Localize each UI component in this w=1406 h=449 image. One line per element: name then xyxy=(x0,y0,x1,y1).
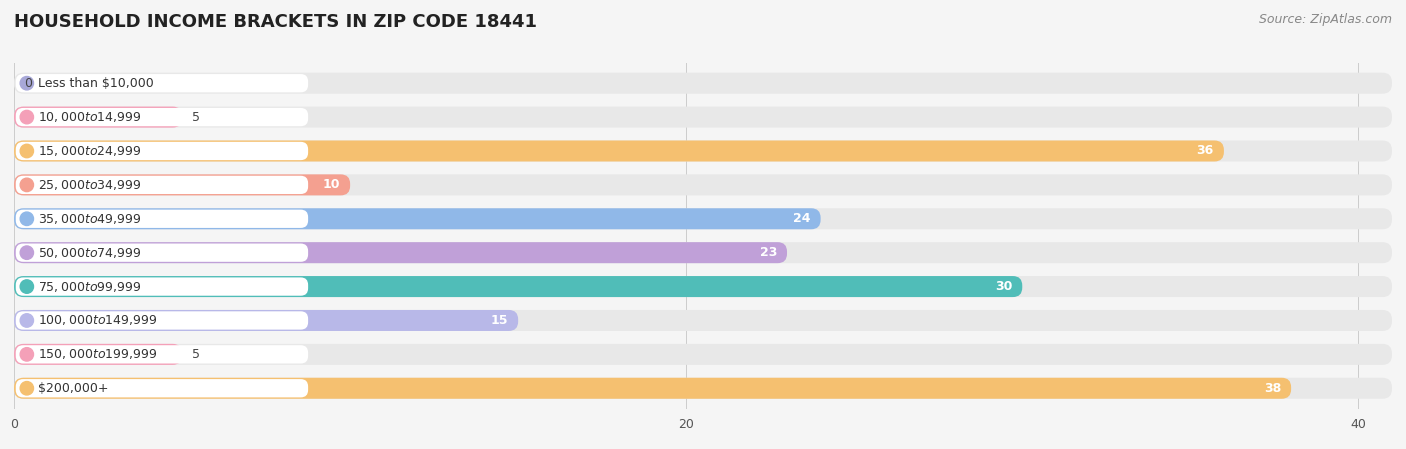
FancyBboxPatch shape xyxy=(14,276,1022,297)
FancyBboxPatch shape xyxy=(15,311,308,330)
FancyBboxPatch shape xyxy=(14,242,1392,263)
Circle shape xyxy=(20,382,34,395)
FancyBboxPatch shape xyxy=(14,242,787,263)
Circle shape xyxy=(20,314,34,327)
Text: 5: 5 xyxy=(193,348,200,361)
FancyBboxPatch shape xyxy=(14,344,1392,365)
Circle shape xyxy=(20,110,34,124)
Text: $35,000 to $49,999: $35,000 to $49,999 xyxy=(38,212,142,226)
Text: HOUSEHOLD INCOME BRACKETS IN ZIP CODE 18441: HOUSEHOLD INCOME BRACKETS IN ZIP CODE 18… xyxy=(14,13,537,31)
FancyBboxPatch shape xyxy=(14,208,821,229)
Text: 24: 24 xyxy=(793,212,810,225)
Text: $75,000 to $99,999: $75,000 to $99,999 xyxy=(38,280,142,294)
Text: $200,000+: $200,000+ xyxy=(38,382,108,395)
Circle shape xyxy=(20,212,34,225)
FancyBboxPatch shape xyxy=(14,174,350,195)
Circle shape xyxy=(20,280,34,293)
FancyBboxPatch shape xyxy=(14,310,1392,331)
Text: 0: 0 xyxy=(24,77,32,90)
Text: 30: 30 xyxy=(995,280,1012,293)
Circle shape xyxy=(20,348,34,361)
FancyBboxPatch shape xyxy=(15,210,308,228)
FancyBboxPatch shape xyxy=(14,310,519,331)
Text: 10: 10 xyxy=(322,178,340,191)
Text: $10,000 to $14,999: $10,000 to $14,999 xyxy=(38,110,142,124)
Circle shape xyxy=(20,178,34,192)
Text: 15: 15 xyxy=(491,314,508,327)
FancyBboxPatch shape xyxy=(15,277,308,296)
FancyBboxPatch shape xyxy=(15,142,308,160)
FancyBboxPatch shape xyxy=(15,345,308,364)
FancyBboxPatch shape xyxy=(14,208,1392,229)
FancyBboxPatch shape xyxy=(14,106,1392,128)
FancyBboxPatch shape xyxy=(14,141,1223,162)
Text: Source: ZipAtlas.com: Source: ZipAtlas.com xyxy=(1258,13,1392,26)
Text: 36: 36 xyxy=(1197,145,1213,158)
FancyBboxPatch shape xyxy=(14,106,183,128)
Text: $150,000 to $199,999: $150,000 to $199,999 xyxy=(38,348,157,361)
FancyBboxPatch shape xyxy=(15,74,308,92)
FancyBboxPatch shape xyxy=(14,141,1392,162)
FancyBboxPatch shape xyxy=(15,108,308,126)
FancyBboxPatch shape xyxy=(14,73,1392,94)
FancyBboxPatch shape xyxy=(14,344,183,365)
Text: 5: 5 xyxy=(193,110,200,123)
Text: Less than $10,000: Less than $10,000 xyxy=(38,77,155,90)
FancyBboxPatch shape xyxy=(14,174,1392,195)
Text: $15,000 to $24,999: $15,000 to $24,999 xyxy=(38,144,142,158)
Text: 23: 23 xyxy=(759,246,778,259)
Circle shape xyxy=(20,246,34,260)
FancyBboxPatch shape xyxy=(15,176,308,194)
Circle shape xyxy=(20,76,34,90)
FancyBboxPatch shape xyxy=(15,243,308,262)
Circle shape xyxy=(20,144,34,158)
FancyBboxPatch shape xyxy=(14,378,1392,399)
Text: $50,000 to $74,999: $50,000 to $74,999 xyxy=(38,246,142,260)
Text: 38: 38 xyxy=(1264,382,1281,395)
Text: $100,000 to $149,999: $100,000 to $149,999 xyxy=(38,313,157,327)
Text: $25,000 to $34,999: $25,000 to $34,999 xyxy=(38,178,142,192)
FancyBboxPatch shape xyxy=(15,379,308,397)
FancyBboxPatch shape xyxy=(14,276,1392,297)
FancyBboxPatch shape xyxy=(14,378,1291,399)
